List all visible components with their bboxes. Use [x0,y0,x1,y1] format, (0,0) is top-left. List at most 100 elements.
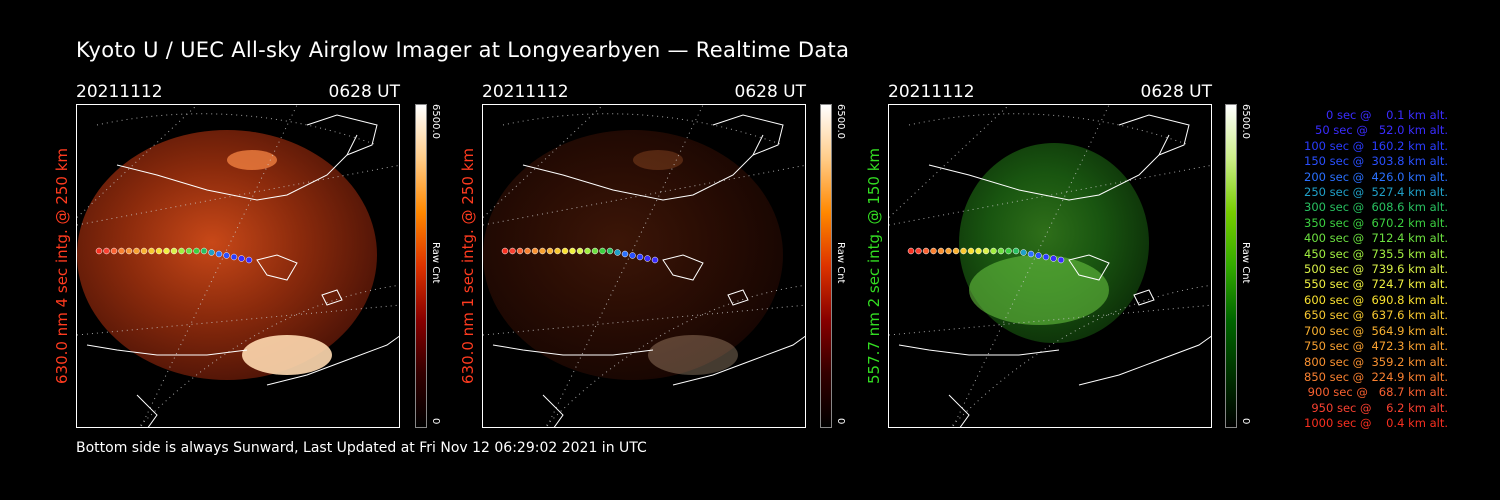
all-sky-image [889,105,1211,427]
colorbar-unit-3: Raw Cnt [1240,242,1251,284]
trajectory-point [546,247,554,255]
trajectory-point [1005,247,1012,255]
coastline [256,254,298,281]
colorbar-max-1: 6500.0 [430,104,441,139]
coastline [136,394,158,427]
colorbar-unit-2: Raw Cnt [835,242,846,284]
colorbar-max-3: 6500.0 [1240,104,1251,139]
colorbar-min-1: 0 [430,418,441,425]
trajectory-point [1020,249,1027,256]
trajectory-point [1012,247,1020,255]
colorbar-min-2: 0 [835,418,846,425]
trajectory-point [148,247,155,255]
coastline [662,254,704,281]
legend-entry: 900 sec @ 68.7 km alt. [1304,385,1448,400]
trajectory-point [1057,256,1065,264]
colorbar-1 [415,104,427,428]
coastline [928,134,1170,201]
grid-line [502,113,784,146]
trajectory-point [193,247,200,255]
bright-spot [227,150,277,170]
sky-image-frame [76,104,400,428]
trajectory-point [501,247,509,255]
coastline [492,344,654,356]
coastline [898,344,1060,356]
bright-spot [242,335,332,375]
trajectory-point [915,247,922,255]
legend-entry: 250 sec @ 527.4 km alt. [1300,185,1448,200]
panel-date: 20211112 [482,82,569,102]
coastline [712,114,784,156]
trajectory-point [155,247,163,255]
sky-image-frame [482,104,806,428]
panel-time: 0628 UT [734,82,807,102]
grid-line [952,105,1110,427]
trajectory-point [531,247,539,255]
legend-entry: 800 sec @ 359.2 km alt. [1300,354,1448,369]
trajectory-point [584,247,591,255]
legend-entry: 300 sec @ 608.6 km alt. [1300,200,1448,215]
trajectory-point [960,247,967,255]
ylabel-panel-1: 630.0 nm 4 sec intg. @ 250 km [52,104,72,428]
trajectory-point [554,247,561,255]
trajectory-point [140,247,148,255]
ylabel-panel-3: 557.7 nm 2 sec intg. @ 150 km [864,104,884,428]
legend-entry: 750 sec @ 472.3 km alt. [1300,339,1448,354]
footer-note: Bottom side is always Sunward, Last Upda… [76,440,647,456]
trajectory-point [982,247,990,255]
trajectory-point [524,247,531,255]
colorbar-max-2: 6500.0 [835,104,846,139]
trajectory-point [997,247,1005,255]
grid-line [140,105,298,427]
trajectory-point [967,247,975,255]
trajectory-point [95,247,103,255]
grid-line [96,113,378,146]
coastline [727,289,749,306]
legend-entry: 1000 sec @ 0.4 km alt. [1304,416,1448,431]
legend-entry: 200 sec @ 426.0 km alt. [1300,169,1448,184]
colorbar-min-3: 0 [1240,418,1251,425]
grid-line [544,284,805,427]
panel-date: 20211112 [76,82,163,102]
colorbar-unit-1: Raw Cnt [430,242,441,284]
ylabel-panel-2: 630.0 nm 1 sec intg. @ 250 km [458,104,478,428]
image-panel-1: 20211112 0628 UT [76,82,406,432]
trajectory-point [569,247,576,255]
coastline [948,394,970,427]
image-panel-2: 20211112 0628 UT [482,82,812,432]
trajectory-point [133,247,140,255]
trajectory-point [185,247,193,255]
trajectory-point [215,250,223,258]
coastline [1118,114,1190,156]
trajectory-point [208,249,215,256]
ylabel-text-1: 630.0 nm 4 sec intg. @ 250 km [53,147,71,385]
trajectory-point [606,247,614,255]
colorbar-3 [1225,104,1237,428]
bright-spot [969,255,1109,325]
trajectory-point [990,247,997,255]
legend-entry: 400 sec @ 712.4 km alt. [1300,231,1448,246]
trajectory-point [937,247,945,255]
legend-entry: 650 sec @ 637.6 km alt. [1300,308,1448,323]
trajectory-point [125,247,133,255]
trajectory-point [516,247,524,255]
coastline [1133,289,1155,306]
trajectory-point [576,247,584,255]
legend-entry: 700 sec @ 564.9 km alt. [1300,323,1448,338]
trajectory-point [975,247,982,255]
legend-entry: 500 sec @ 739.6 km alt. [1300,262,1448,277]
legend-entry: 350 sec @ 670.2 km alt. [1300,215,1448,230]
trajectory-point [621,250,629,258]
trajectory-point [238,255,245,262]
grid-line [908,113,1190,146]
trajectory-point [952,247,960,255]
panel-time: 0628 UT [328,82,401,102]
colorbar-2 [820,104,832,428]
trajectory-point [651,256,659,264]
trajectory-point [930,247,937,255]
coastline [1068,254,1110,281]
trajectory-point [170,247,178,255]
grid-line [138,284,399,427]
trajectory-point [629,252,636,259]
trajectory-point [614,249,621,256]
